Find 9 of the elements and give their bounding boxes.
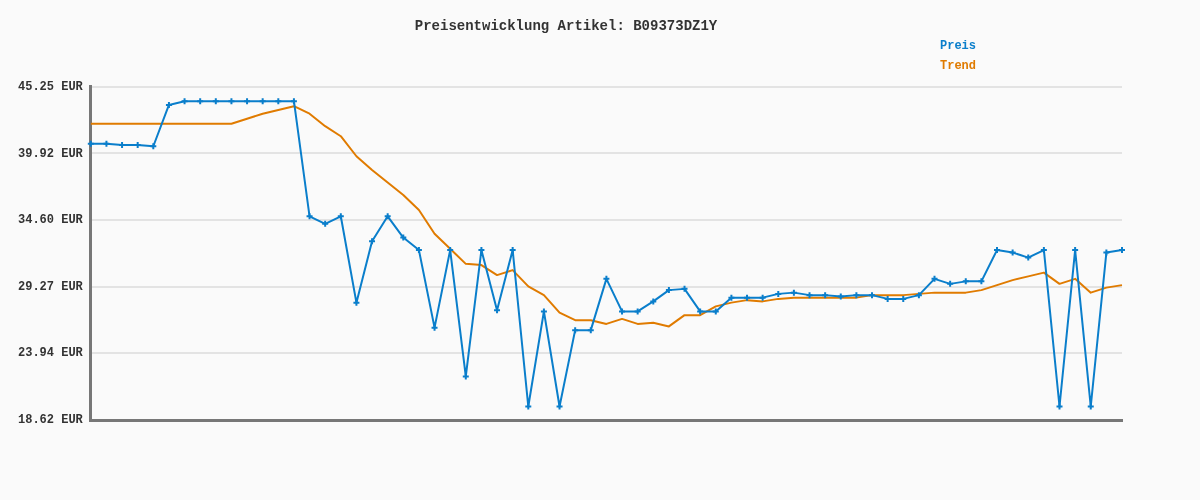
text: Preis [940,39,977,54]
y-tick-label: 34.60 EUR [18,213,84,228]
text: Trend [940,59,977,74]
y-tick-label: 39.92 EUR [18,146,84,161]
y-tick-label: 23.94 EUR [18,346,84,361]
chart-title: Preisentwicklung Artikel: B09373DZ1Y [414,17,718,34]
y-tick-label: 18.62 EUR [18,413,84,428]
y-tick-label: 29.27 EUR [18,279,84,294]
y-tick-label: 45.25 EUR [18,79,84,94]
